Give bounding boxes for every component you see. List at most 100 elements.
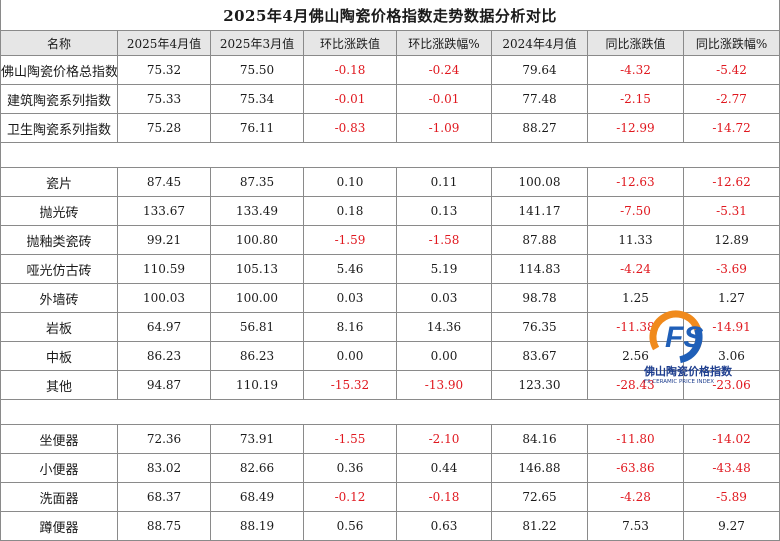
cell-apr2024: 77.48	[491, 84, 588, 114]
cell-name: 建筑陶瓷系列指数	[0, 84, 118, 114]
header-name: 名称	[0, 30, 118, 56]
cell-apr2024: 141.17	[491, 196, 588, 226]
cell-apr2025: 94.87	[117, 370, 211, 400]
cell-apr2024: 87.88	[491, 225, 588, 255]
cell-apr2025: 83.02	[117, 453, 211, 483]
table-row: 瓷片 87.45 87.35 0.10 0.11 100.08 -12.63 -12.62	[0, 167, 780, 197]
cell-yoy-change: 1.25	[587, 283, 684, 313]
header-mom-change: 环比涨跌值	[303, 30, 397, 56]
table-row: 其他 94.87 110.19 -15.32 -13.90 123.30 -28.43 -23…	[0, 370, 780, 400]
cell-yoy-change: -11.80	[587, 424, 684, 454]
header-apr2024: 2024年4月值	[491, 30, 588, 56]
cell-name: 佛山陶瓷价格总指数	[0, 55, 118, 85]
cell-apr2025: 64.97	[117, 312, 211, 342]
cell-mom-pct: 0.00	[396, 341, 492, 371]
cell-apr2024: 114.83	[491, 254, 588, 284]
cell-apr2024: 76.35	[491, 312, 588, 342]
cell-yoy-pct: -3.69	[682, 254, 780, 284]
cell-yoy-change: -12.99	[587, 113, 684, 143]
cell-yoy-pct: 3.06	[682, 341, 780, 371]
cell-name: 坐便器	[0, 424, 118, 454]
cell-apr2024: 98.78	[491, 283, 588, 313]
cell-yoy-change: -2.15	[587, 84, 684, 114]
cell-mom-pct: -1.09	[396, 113, 492, 143]
spacer-row	[0, 399, 780, 425]
cell-yoy-change: -4.24	[587, 254, 684, 284]
cell-name: 洗面器	[0, 482, 118, 512]
spacer-cell	[0, 399, 780, 425]
cell-mom-pct: -13.90	[396, 370, 492, 400]
header-yoy-pct: 同比涨跌幅%	[682, 30, 780, 56]
cell-apr2024: 123.30	[491, 370, 588, 400]
cell-mom-pct: -1.58	[396, 225, 492, 255]
cell-yoy-pct: -14.02	[682, 424, 780, 454]
cell-name: 哑光仿古砖	[0, 254, 118, 284]
cell-mom-change: 0.18	[303, 196, 397, 226]
cell-name: 小便器	[0, 453, 118, 483]
cell-yoy-change: -7.50	[587, 196, 684, 226]
header-mom-pct: 环比涨跌幅%	[396, 30, 492, 56]
cell-mar2025: 76.11	[210, 113, 304, 143]
cell-apr2025: 75.28	[117, 113, 211, 143]
cell-yoy-change: -12.63	[587, 167, 684, 197]
cell-mom-change: -1.59	[303, 225, 397, 255]
header-mar2025: 2025年3月值	[210, 30, 304, 56]
cell-apr2025: 68.37	[117, 482, 211, 512]
header-apr2025: 2025年4月值	[117, 30, 211, 56]
cell-mom-pct: -2.10	[396, 424, 492, 454]
cell-apr2025: 75.32	[117, 55, 211, 85]
cell-mom-change: -15.32	[303, 370, 397, 400]
cell-mom-pct: 0.03	[396, 283, 492, 313]
cell-mar2025: 73.91	[210, 424, 304, 454]
table-row: 建筑陶瓷系列指数 75.33 75.34 -0.01 -0.01 77.48 -2.15 -2…	[0, 84, 780, 114]
cell-name: 岩板	[0, 312, 118, 342]
cell-mom-pct: 0.63	[396, 511, 492, 541]
cell-name: 瓷片	[0, 167, 118, 197]
cell-name: 抛釉类瓷砖	[0, 225, 118, 255]
cell-yoy-pct: -2.77	[682, 84, 780, 114]
cell-mar2025: 100.80	[210, 225, 304, 255]
table-row: 卫生陶瓷系列指数 75.28 76.11 -0.83 -1.09 88.27 -12.99-…	[0, 113, 780, 143]
cell-yoy-change: -4.28	[587, 482, 684, 512]
cell-mom-change: -0.01	[303, 84, 397, 114]
cell-yoy-change: -28.43	[587, 370, 684, 400]
spacer-cell	[0, 142, 780, 168]
cell-apr2025: 133.67	[117, 196, 211, 226]
cell-name: 中板	[0, 341, 118, 371]
cell-yoy-pct: -5.31	[682, 196, 780, 226]
cell-apr2025: 72.36	[117, 424, 211, 454]
cell-yoy-change: 7.53	[587, 511, 684, 541]
cell-mar2025: 105.13	[210, 254, 304, 284]
cell-mar2025: 82.66	[210, 453, 304, 483]
table-row: 抛釉类瓷砖 99.21 100.80 -1.59 -1.58 87.88 11.33 12.8…	[0, 225, 780, 255]
cell-mom-pct: 0.13	[396, 196, 492, 226]
cell-mar2025: 100.00	[210, 283, 304, 313]
fs-logo-icon: FS	[649, 310, 703, 364]
cell-mom-change: -1.55	[303, 424, 397, 454]
cell-yoy-pct: -5.89	[682, 482, 780, 512]
table-row: 小便器 83.02 82.66 0.36 0.44 146.88 -63.86 -43.48	[0, 453, 780, 483]
cell-mom-change: 0.56	[303, 511, 397, 541]
cell-apr2025: 100.03	[117, 283, 211, 313]
cell-mom-change: 5.46	[303, 254, 397, 284]
cell-mom-pct: 0.44	[396, 453, 492, 483]
cell-yoy-pct: -43.48	[682, 453, 780, 483]
table-row: 哑光仿古砖 110.59 105.13 5.46 5.19 114.83 -4.24 -3.6…	[0, 254, 780, 284]
cell-mar2025: 86.23	[210, 341, 304, 371]
cell-mom-pct: 14.36	[396, 312, 492, 342]
cell-apr2024: 72.65	[491, 482, 588, 512]
cell-mom-change: -0.83	[303, 113, 397, 143]
cell-yoy-pct: -23.06	[682, 370, 780, 400]
cell-mar2025: 75.34	[210, 84, 304, 114]
cell-apr2024: 88.27	[491, 113, 588, 143]
cell-apr2024: 146.88	[491, 453, 588, 483]
cell-mar2025: 75.50	[210, 55, 304, 85]
cell-name: 抛光砖	[0, 196, 118, 226]
cell-mar2025: 133.49	[210, 196, 304, 226]
logo-subtitle: FS CERAMIC PRICE INDEX	[644, 379, 714, 385]
title-row: 2025年4月佛山陶瓷价格指数走势数据分析对比	[0, 0, 780, 31]
cell-mar2025: 68.49	[210, 482, 304, 512]
cell-mom-change: -0.18	[303, 55, 397, 85]
cell-name: 卫生陶瓷系列指数	[0, 113, 118, 143]
